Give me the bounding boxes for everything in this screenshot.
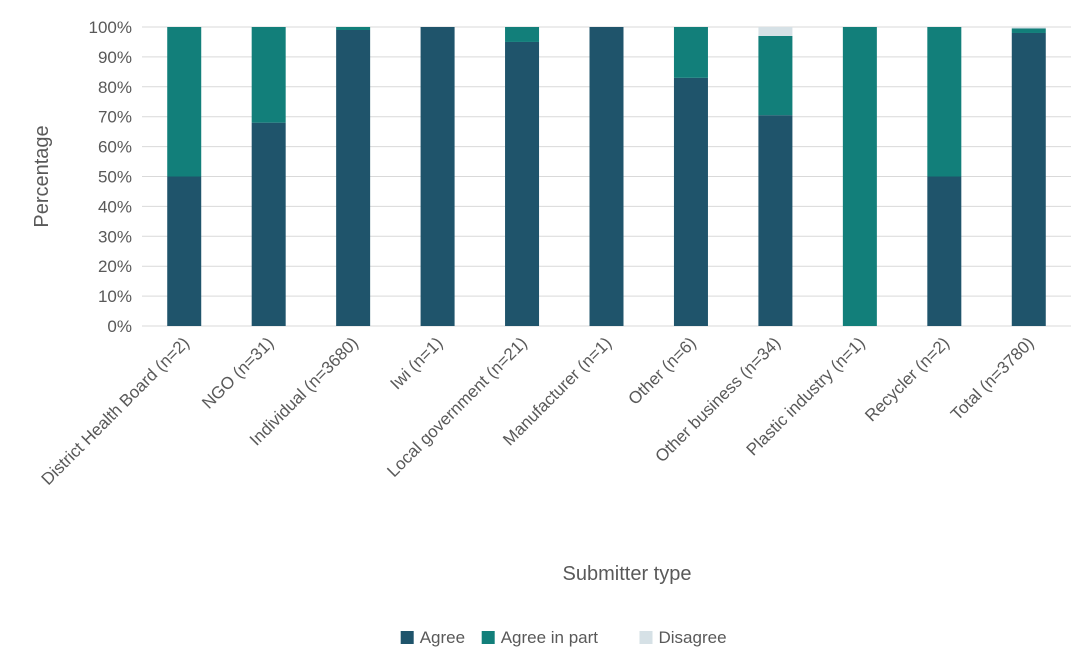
bar-segment-agree [420,27,455,326]
bar-segment-agree-in-part [758,35,793,116]
legend-label: Agree in part [501,628,599,647]
y-tick-label: 60% [98,138,132,157]
bar-segment-agree [336,29,371,327]
y-tick-label: 50% [98,168,132,187]
bar-segment-agree-in-part [927,27,962,177]
bar-segment-agree-in-part [336,27,371,30]
x-category-label: Total (n=3780) [947,333,1038,424]
bar-segment-agree [167,176,202,326]
y-tick-label: 80% [98,78,132,97]
legend-swatch [639,631,653,644]
x-category-label: Local government (n=21) [383,333,530,480]
bar-segment-agree-in-part [1011,28,1046,33]
y-tick-label: 100% [89,18,132,37]
bar-segment-disagree [758,27,793,36]
y-tick-labels: 0% 10% 20% 30% 40% 50% 60% 70% 80% 90% 100% [89,18,132,336]
bar-segment-agree [1011,32,1046,326]
bar-segment-agree-in-part [167,27,202,177]
bar-segment-agree-in-part [505,27,540,42]
y-tick-label: 30% [98,227,132,246]
bar-segment-agree [927,176,962,326]
legend-item-agree-in-part: Agree in part [481,628,599,647]
bar-segment-agree [758,115,793,326]
legend-label: Agree [420,628,465,647]
legend-item-agree: Agree [400,628,465,647]
x-category-label: District Health Board (n=2) [38,333,193,488]
bar-segment-agree [673,77,708,326]
x-category-label: Recycler (n=2) [861,333,953,425]
bar-segment-agree-in-part [251,27,286,123]
bars [167,27,1046,327]
y-tick-label: 20% [98,257,132,276]
bar-segment-agree-in-part [842,27,877,326]
bar-segment-agree [251,122,286,327]
bar-segment-agree-in-part [673,27,708,78]
y-tick-label: 90% [98,48,132,67]
x-category-label: NGO (n=31) [198,333,277,412]
legend-item-disagree: Disagree [639,628,727,647]
legend: Agree Agree in part Disagree [400,628,727,647]
y-tick-label: 0% [107,317,132,336]
x-category-labels: District Health Board (n=2) NGO (n=31)Ind… [38,333,1038,488]
legend-swatch [481,631,495,644]
bar-segment-agree [589,27,624,326]
bar-segment-agree [505,41,540,326]
y-tick-label: 10% [98,287,132,306]
y-axis-title: Percentage [31,125,53,227]
x-axis-title: Submitter type [563,563,692,585]
legend-label: Disagree [659,628,727,647]
bar-segment-disagree [1011,27,1046,29]
legend-swatch [400,631,414,644]
x-category-label: Other (n=6) [625,333,700,408]
x-category-label: Iwi (n=1) [387,333,447,393]
y-tick-label: 70% [98,108,132,127]
y-tick-label: 40% [98,197,132,216]
